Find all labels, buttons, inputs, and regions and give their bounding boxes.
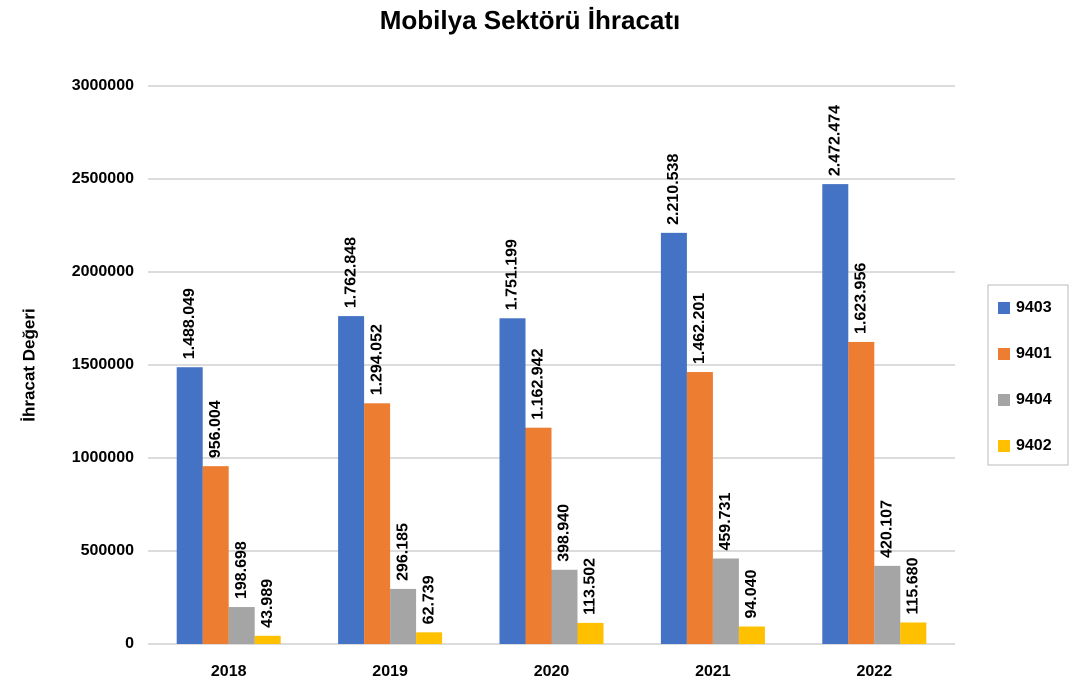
legend-swatch [998, 440, 1010, 452]
data-label: 1.462.201 [691, 293, 708, 364]
bar [874, 565, 901, 644]
bar [551, 569, 578, 644]
bar [848, 341, 875, 644]
data-label: 1.762.848 [342, 237, 359, 308]
data-label: 956.004 [207, 400, 224, 458]
bar [364, 403, 391, 644]
bar [228, 607, 255, 644]
data-label: 398.940 [556, 504, 573, 562]
y-tick-label: 1500000 [72, 356, 134, 373]
data-label: 2.472.474 [827, 105, 844, 176]
data-label: 459.731 [717, 493, 734, 551]
y-axis-label: İhracat Değeri [19, 308, 38, 421]
legend-label: 9401 [1016, 345, 1052, 362]
data-label: 43.989 [259, 579, 276, 628]
bar [660, 232, 687, 644]
data-label: 296.185 [394, 523, 411, 581]
bar [822, 184, 849, 644]
data-label: 1.162.942 [530, 348, 547, 419]
bar [900, 622, 927, 644]
bar [390, 588, 417, 644]
legend-swatch [998, 348, 1010, 360]
data-label: 198.698 [233, 541, 250, 599]
bar [738, 626, 765, 644]
legend-swatch [998, 302, 1010, 314]
y-tick-label: 1000000 [72, 449, 134, 466]
y-tick-label: 3000000 [72, 77, 134, 94]
bar [416, 632, 443, 644]
bar [712, 558, 739, 644]
legend-label: 9404 [1016, 391, 1052, 408]
y-tick-label: 2000000 [72, 263, 134, 280]
legend-label: 9403 [1016, 299, 1052, 316]
bar [525, 427, 552, 644]
chart-title: Mobilya Sektörü İhracatı [380, 5, 681, 35]
bar [338, 316, 365, 644]
x-tick-label: 2019 [372, 663, 408, 680]
data-label: 115.680 [905, 557, 922, 614]
data-label: 62.739 [420, 575, 437, 624]
y-tick-label: 0 [125, 635, 134, 652]
y-tick-label: 2500000 [72, 170, 134, 187]
y-tick-label: 500000 [81, 542, 134, 559]
legend-swatch [998, 394, 1010, 406]
x-tick-label: 2022 [857, 663, 893, 680]
bar [577, 622, 604, 644]
data-label: 420.107 [879, 500, 896, 558]
bar [499, 318, 526, 644]
bar [202, 466, 229, 644]
data-label: 1.294.052 [368, 324, 385, 395]
bar [686, 372, 713, 644]
data-label: 1.751.199 [504, 239, 521, 310]
data-label: 94.040 [743, 569, 760, 618]
data-label: 1.623.956 [853, 263, 870, 334]
data-label: 1.488.049 [181, 288, 198, 359]
bar [176, 367, 203, 644]
data-label: 2.210.538 [665, 154, 682, 225]
x-tick-label: 2021 [695, 663, 731, 680]
legend-label: 9402 [1016, 437, 1052, 454]
x-tick-label: 2020 [534, 663, 570, 680]
legend-box [987, 284, 1069, 466]
data-label: 113.502 [582, 558, 599, 615]
bar [254, 635, 281, 644]
x-tick-label: 2018 [211, 663, 247, 680]
